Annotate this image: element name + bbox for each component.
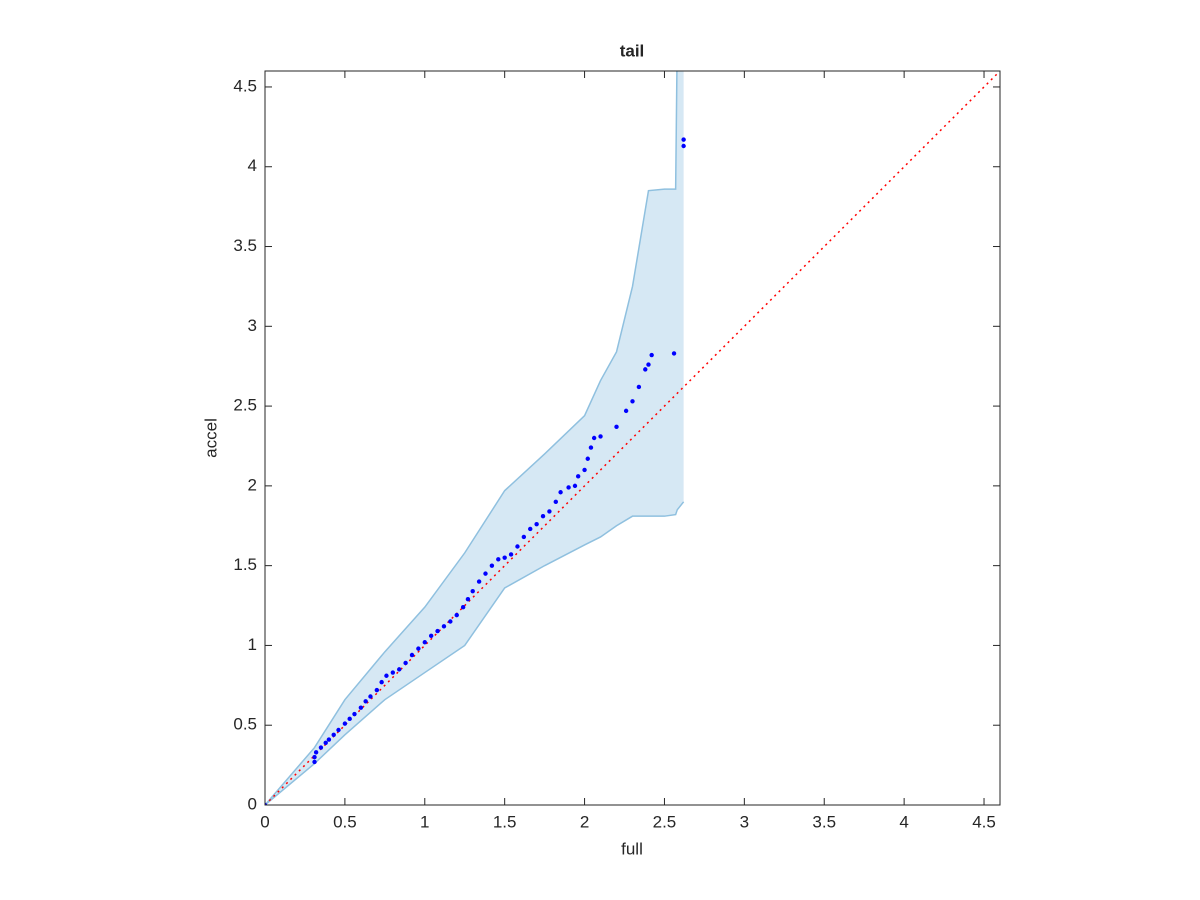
data-point xyxy=(326,737,332,742)
chart-title: tail xyxy=(620,41,645,60)
data-point xyxy=(318,745,324,750)
data-point xyxy=(566,485,571,490)
data-point xyxy=(409,652,415,658)
data-point xyxy=(558,490,563,495)
axes-box xyxy=(264,70,1001,806)
data-point xyxy=(347,716,352,722)
y-tick-label: 0.5 xyxy=(233,715,257,734)
x-tick-label: 2 xyxy=(580,812,589,831)
data-point xyxy=(671,351,677,356)
data-point xyxy=(553,499,559,505)
data-point xyxy=(313,750,319,755)
data-point xyxy=(508,552,514,557)
x-tick-label: 3.5 xyxy=(812,812,836,831)
y-tick-label: 3 xyxy=(248,316,257,335)
data-point xyxy=(374,687,380,693)
x-tick-label: 1.5 xyxy=(493,812,517,831)
y-axis-label: accel xyxy=(201,418,220,458)
data-point xyxy=(646,362,651,367)
data-point xyxy=(470,588,475,594)
data-point xyxy=(363,699,368,704)
data-point xyxy=(397,667,402,672)
data-point xyxy=(588,445,594,450)
data-point xyxy=(416,646,421,651)
data-point xyxy=(331,732,336,737)
data-point xyxy=(598,434,603,439)
data-point xyxy=(521,534,527,540)
y-tick-label: 4.5 xyxy=(233,76,257,95)
data-point xyxy=(643,367,648,372)
y-tick-label: 4 xyxy=(248,156,257,175)
x-tick-label: 1 xyxy=(420,812,429,831)
data-point xyxy=(496,557,501,562)
x-tick-label: 0.5 xyxy=(333,812,357,831)
band-lower-edge xyxy=(265,501,685,805)
data-point xyxy=(476,579,482,584)
data-point xyxy=(323,740,328,745)
data-point xyxy=(515,544,520,549)
x-tick-label: 4 xyxy=(899,812,908,831)
data-point xyxy=(312,754,317,760)
x-axis-label: full xyxy=(621,839,643,858)
data-point xyxy=(384,673,389,678)
data-point xyxy=(636,384,642,390)
data-point xyxy=(534,521,539,527)
data-point xyxy=(441,624,447,629)
band-upper-edge xyxy=(265,71,678,805)
data-point xyxy=(489,563,495,568)
data-point xyxy=(630,399,635,404)
data-point xyxy=(312,759,317,765)
data-point xyxy=(336,727,341,733)
y-tick-label: 3.5 xyxy=(233,236,257,255)
data-point xyxy=(614,424,619,430)
data-point xyxy=(528,526,533,532)
data-point xyxy=(454,612,459,618)
data-point xyxy=(575,474,581,479)
data-point xyxy=(585,456,590,461)
y-tick-label: 2.5 xyxy=(233,396,257,415)
data-point xyxy=(448,619,453,624)
confidence-band xyxy=(265,71,684,805)
data-point xyxy=(358,705,364,710)
data-point xyxy=(390,670,396,675)
data-point xyxy=(582,467,587,473)
data-point xyxy=(342,721,348,726)
data-point xyxy=(352,711,357,717)
data-point xyxy=(502,555,507,560)
data-point xyxy=(428,633,434,639)
y-tick-label: 1.5 xyxy=(233,555,257,574)
data-point xyxy=(572,483,578,489)
x-tick-label: 0 xyxy=(260,812,269,831)
data-point xyxy=(422,640,427,645)
data-point xyxy=(460,604,466,610)
reference-line xyxy=(265,71,1000,805)
data-point xyxy=(681,137,686,142)
data-point xyxy=(265,802,268,805)
plot-area xyxy=(265,71,1000,805)
data-point xyxy=(435,628,440,634)
x-tick-label: 2.5 xyxy=(653,812,677,831)
data-point xyxy=(623,408,629,414)
data-point xyxy=(368,694,373,699)
y-tick-label: 0 xyxy=(248,794,257,813)
data-point xyxy=(547,509,552,514)
data-point xyxy=(540,513,546,519)
data-point xyxy=(465,596,471,602)
data-point xyxy=(483,571,488,576)
data-point xyxy=(591,435,597,441)
x-tick-label: 3 xyxy=(740,812,749,831)
y-tick-label: 2 xyxy=(248,475,257,494)
y-tick-label: 1 xyxy=(248,635,257,654)
data-point xyxy=(379,679,384,685)
data-point xyxy=(403,660,408,666)
data-point xyxy=(649,352,654,358)
data-point xyxy=(681,143,686,149)
x-tick-label: 4.5 xyxy=(972,812,996,831)
